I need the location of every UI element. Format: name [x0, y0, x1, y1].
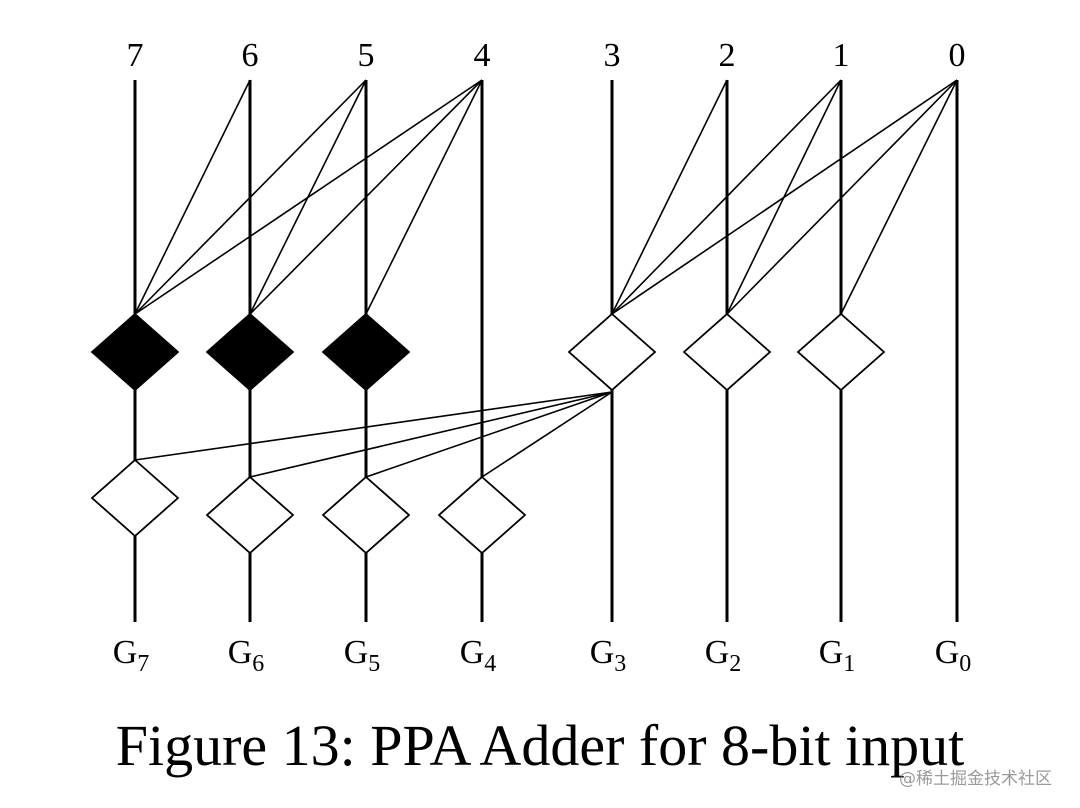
prefix-wire-0-to-1 — [840, 79, 958, 315]
carry-wire-3-to-7 — [134, 391, 613, 461]
black-node-l1-7 — [90, 312, 180, 392]
prefix-wire-2-to-3 — [611, 79, 728, 315]
bottom-label-G7: G7 — [113, 634, 150, 677]
prefix-wire-6-to-7 — [134, 79, 251, 315]
bottom-label-G5: G5 — [344, 634, 381, 677]
carry-wire-3-to-4 — [481, 391, 613, 478]
white-node-l2-7 — [90, 458, 180, 538]
top-label-3: 3 — [604, 37, 621, 74]
prefix-wire-4-to-5 — [365, 79, 483, 315]
white-node-l2-6 — [205, 475, 295, 555]
prefix-wire-5-to-6 — [249, 79, 367, 315]
bottom-label-G1: G1 — [819, 634, 856, 677]
carry-wire-3-to-6 — [249, 391, 613, 478]
carry-wire-3-to-5 — [365, 391, 613, 478]
subscript: 4 — [484, 651, 496, 677]
white-node-l2-4 — [437, 475, 527, 555]
bottom-label-G3: G3 — [590, 634, 627, 677]
top-label-2: 2 — [719, 37, 736, 74]
prefix-wire-4-to-6 — [249, 79, 483, 315]
subscript: 2 — [729, 651, 741, 677]
prefix-wire-1-to-2 — [726, 79, 842, 315]
top-label-4: 4 — [474, 37, 491, 74]
bottom-label-G4: G4 — [460, 634, 497, 677]
watermark: @稀土掘金技术社区 — [899, 769, 1052, 789]
black-node-l1-6 — [205, 312, 295, 392]
white-node-l1-2 — [682, 312, 772, 392]
prefix-wire-0-to-2 — [726, 79, 958, 315]
prefix-wire-1-to-3 — [611, 79, 842, 315]
prefix-wire-5-to-7 — [134, 79, 367, 315]
subscript: 3 — [614, 651, 626, 677]
top-label-1: 1 — [833, 37, 850, 74]
white-node-l1-1 — [796, 312, 886, 392]
subscript: 0 — [959, 651, 971, 677]
top-label-7: 7 — [127, 37, 144, 74]
top-label-0: 0 — [949, 37, 966, 74]
top-label-5: 5 — [358, 37, 375, 74]
white-node-l1-3 — [567, 312, 657, 392]
subscript: 5 — [368, 651, 380, 677]
top-label-6: 6 — [242, 37, 259, 74]
ppa-adder-diagram: 7 6 5 4 3 2 1 0 G7 G6 G5 G4 G3 G2 G1 G0 — [90, 37, 972, 677]
subscript: 7 — [137, 651, 149, 677]
figure-caption: Figure 13: PPA Adder for 8-bit input — [115, 713, 965, 778]
bottom-label-G2: G2 — [705, 634, 742, 677]
bottom-label-G6: G6 — [228, 634, 265, 677]
black-node-l1-5 — [321, 312, 411, 392]
white-node-l2-5 — [321, 475, 411, 555]
bottom-label-G0: G0 — [935, 634, 972, 677]
subscript: 6 — [252, 651, 264, 677]
subscript: 1 — [843, 651, 855, 677]
